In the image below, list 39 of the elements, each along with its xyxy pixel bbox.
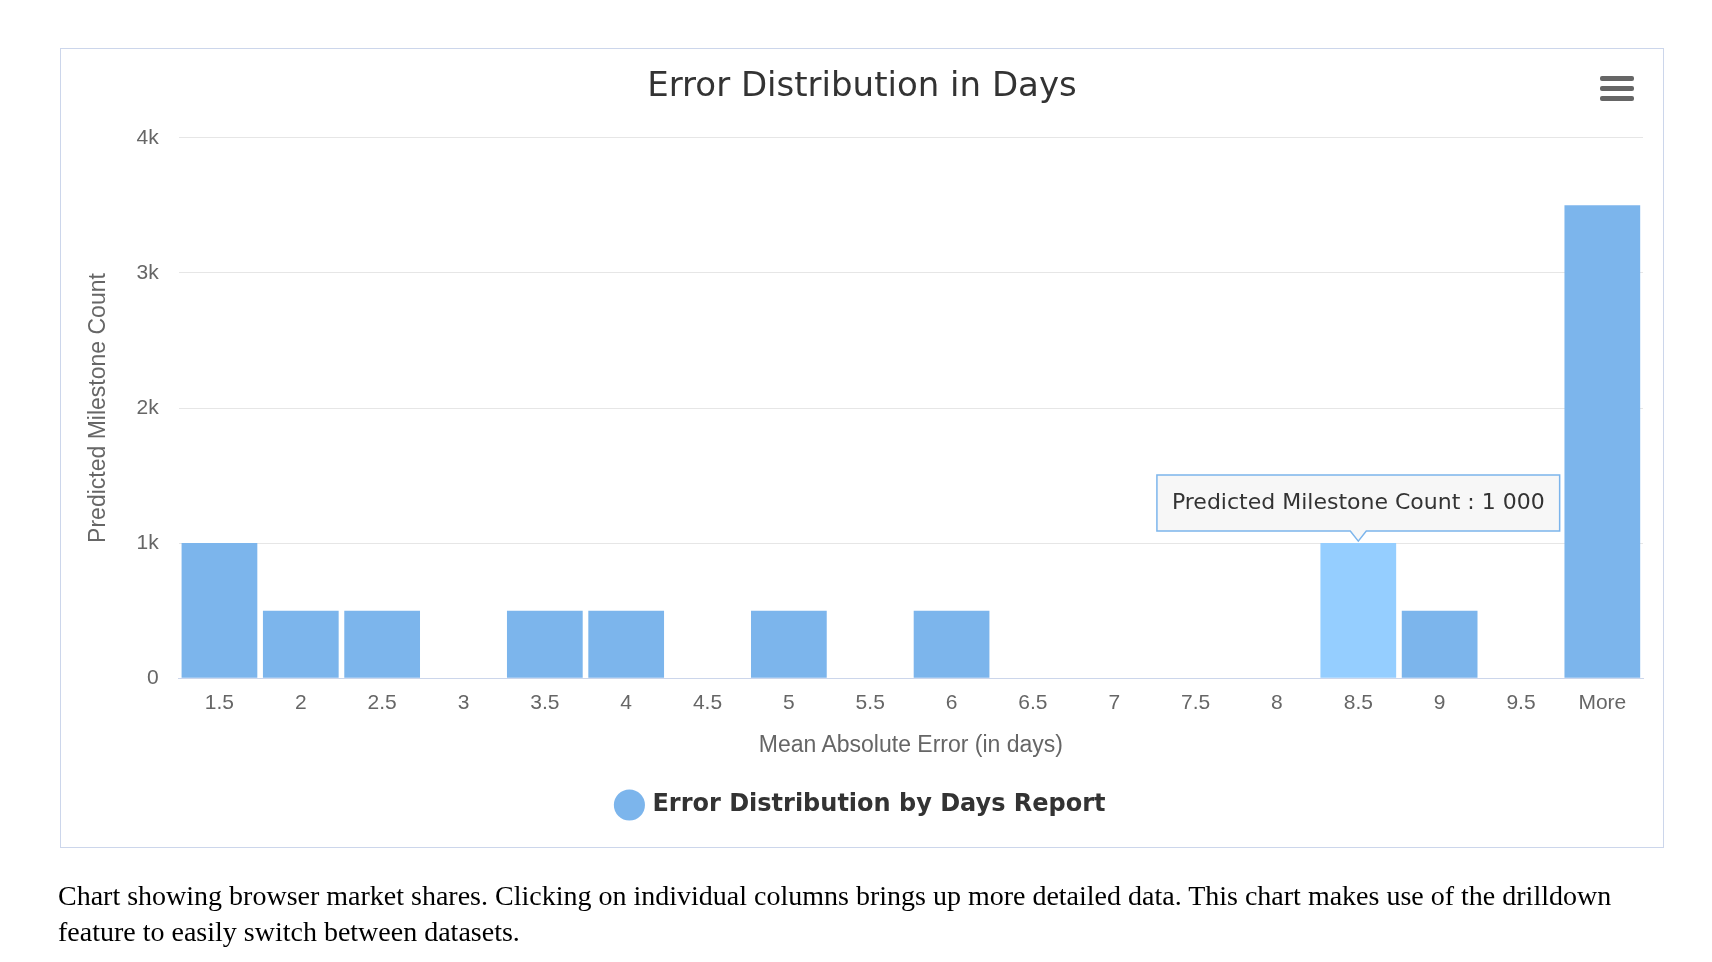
x-tick-label: 4.5 xyxy=(692,689,723,713)
bar xyxy=(506,610,583,678)
y-axis-title: Predicted Milestone Count xyxy=(84,272,111,543)
y-tick-label: 4k xyxy=(136,124,160,148)
x-tick-label: 6.5 xyxy=(1018,689,1048,713)
x-tick-label: 3.5 xyxy=(530,689,560,713)
x-tick-label: 7.5 xyxy=(1181,689,1211,713)
y-tick-label: 3k xyxy=(136,259,160,283)
x-tick-label: 7 xyxy=(1108,689,1121,713)
x-tick-label: 2 xyxy=(294,689,307,713)
x-tick-label: 8.5 xyxy=(1343,689,1373,713)
y-tick-label: 1k xyxy=(136,529,160,553)
bar xyxy=(344,610,421,678)
x-tick-label: More xyxy=(1578,689,1627,713)
bar xyxy=(1564,205,1641,678)
annotation: Predicted Milestone Count : 1 000 xyxy=(1171,488,1545,514)
bar xyxy=(1320,543,1397,678)
x-tick-label: 9 xyxy=(1433,689,1446,713)
text: Chart showing browser market shares. Clicking on individual columns brings up more detailed data. This chart makes use of the drilldown feature to easily switch between datasets. xyxy=(58,879,1613,949)
x-tick-label: 2.5 xyxy=(367,689,397,713)
bar xyxy=(262,610,339,678)
bar xyxy=(1401,610,1478,678)
x-tick-label: 5 xyxy=(783,689,795,713)
x-tick-label: 3 xyxy=(457,689,470,713)
x-tick-label: 1.5 xyxy=(204,689,235,713)
bar xyxy=(181,543,258,678)
x-tick-label: 9.5 xyxy=(1506,689,1536,713)
x-tick-label: 6 xyxy=(945,689,958,713)
x-tick-label: 8 xyxy=(1271,689,1283,713)
y-tick-label: 0 xyxy=(147,665,159,688)
x-axis-title: Mean Absolute Error (in days) xyxy=(758,730,1064,757)
bar xyxy=(913,610,990,678)
chart-title: Error Distribution in Days xyxy=(647,64,1077,105)
y-tick-label: 2k xyxy=(136,394,160,418)
x-tick-label: 5.5 xyxy=(855,689,885,713)
x-tick-label: 4 xyxy=(620,689,633,713)
bar xyxy=(751,610,827,678)
legend-label: Error Distribution by Days Report xyxy=(652,789,1106,818)
bar xyxy=(588,610,665,678)
